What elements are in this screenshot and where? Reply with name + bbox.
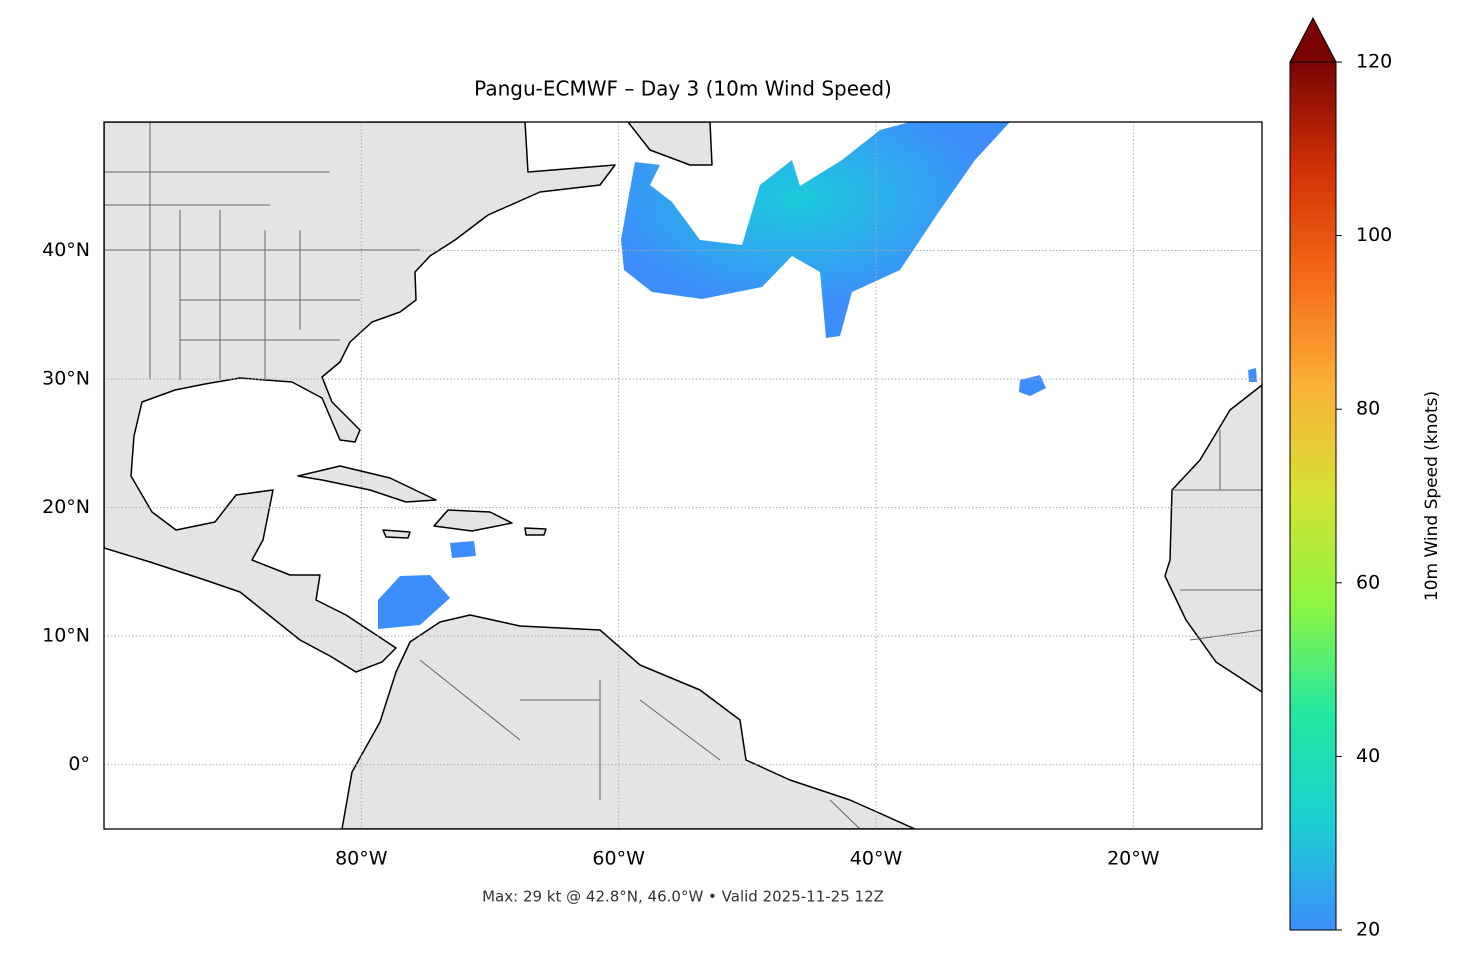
wind-area: [450, 541, 476, 558]
grid: [104, 122, 1262, 829]
jamaica: [382, 529, 411, 539]
colorbar: [1289, 61, 1337, 931]
colorbar-tick-label: 120: [1356, 51, 1392, 73]
colorbar-tick-label: 60: [1356, 571, 1380, 593]
borders: [104, 122, 1262, 829]
colorbar-tick-label: 100: [1356, 224, 1392, 246]
colorbar-label: 10m Wind Speed (knots): [1422, 391, 1442, 601]
wind-area: [1019, 375, 1046, 396]
south-america: [341, 614, 916, 829]
x-tick-label: 80°W: [335, 848, 388, 870]
map-area: [104, 122, 1262, 829]
x-tick-label: 60°W: [592, 848, 645, 870]
colorbar-tick-label: 80: [1356, 398, 1380, 420]
chart-title: Pangu-ECMWF – Day 3 (10m Wind Speed): [474, 77, 892, 101]
colorbar-extend: [1289, 16, 1337, 63]
hispaniola: [433, 509, 513, 532]
y-tick-label: 30°N: [42, 368, 90, 390]
canada-north: [627, 122, 713, 166]
x-tick-label: 20°W: [1107, 848, 1160, 870]
map-frame: [103, 121, 1263, 830]
wind-area: [378, 575, 450, 629]
wind-area: [621, 122, 1010, 338]
y-tick-label: 10°N: [42, 625, 90, 647]
wind-area: [1248, 368, 1257, 382]
colorbar-tick-label: 40: [1356, 745, 1380, 767]
north-america: [104, 122, 616, 673]
africa: [1164, 384, 1262, 693]
puerto-rico: [524, 527, 547, 536]
y-tick-label: 40°N: [42, 239, 90, 261]
colorbar-tick-label: 20: [1356, 919, 1380, 941]
y-tick-label: 20°N: [42, 496, 90, 518]
y-tick-label: 0°: [68, 753, 90, 775]
x-tick-label: 40°W: [850, 848, 903, 870]
cuba: [297, 465, 437, 503]
footer-note: Max: 29 kt @ 42.8°N, 46.0°W • Valid 2025…: [482, 888, 884, 906]
